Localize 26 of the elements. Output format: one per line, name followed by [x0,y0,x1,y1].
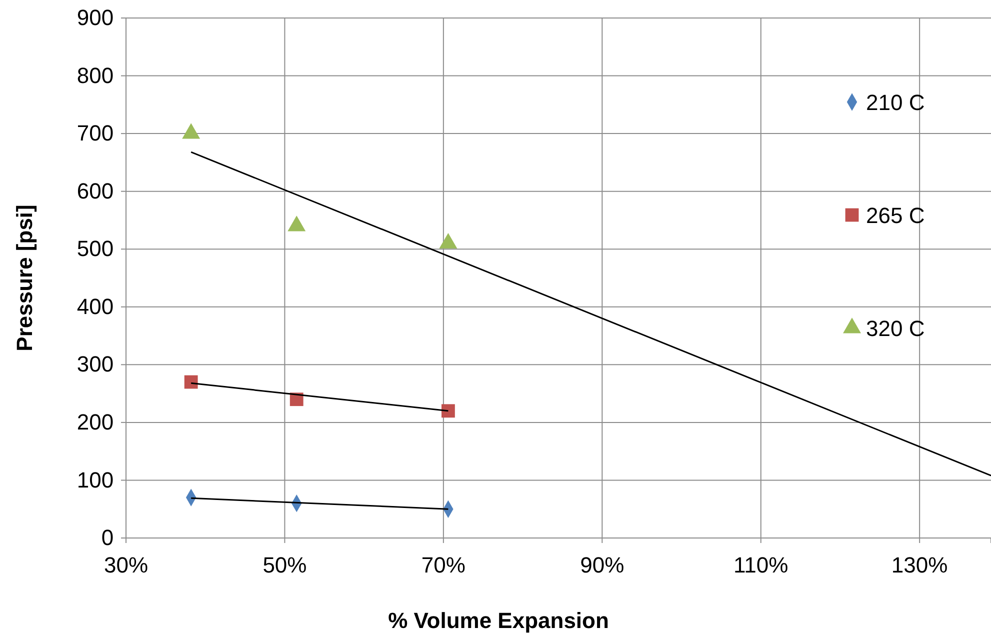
point [439,232,458,249]
point [288,216,306,232]
y-tick-label: 800 [76,62,114,88]
y-axis-title: Pressure [psi] [12,204,37,352]
x-tick-label: 90% [580,552,624,578]
y-tick-label: 400 [76,294,114,319]
x-axis-title: % Volume Expansion [388,608,609,633]
point [441,404,455,418]
y-tick-label: 900 [76,5,114,30]
x-tick-label: 130% [891,552,948,578]
legend-label: 265 C [866,203,925,228]
point [182,123,200,139]
x-tick-label: 70% [421,552,466,578]
y-tick-label: 200 [76,409,114,434]
y-tick-label: 600 [76,178,114,204]
x-tick-label: 30% [104,552,148,578]
legend-label: 320 C [866,316,925,341]
y-tick-label: 500 [76,236,114,262]
x-tick-label: 110% [734,552,788,578]
x-tick-label: 50% [262,552,307,578]
point [184,375,198,389]
y-tick-label: 700 [76,120,114,146]
legend-label: 210 C [866,90,925,115]
y-tick-label: 0 [101,525,114,550]
y-tick-label: 300 [76,352,114,377]
y-tick-label: 100 [76,467,114,492]
